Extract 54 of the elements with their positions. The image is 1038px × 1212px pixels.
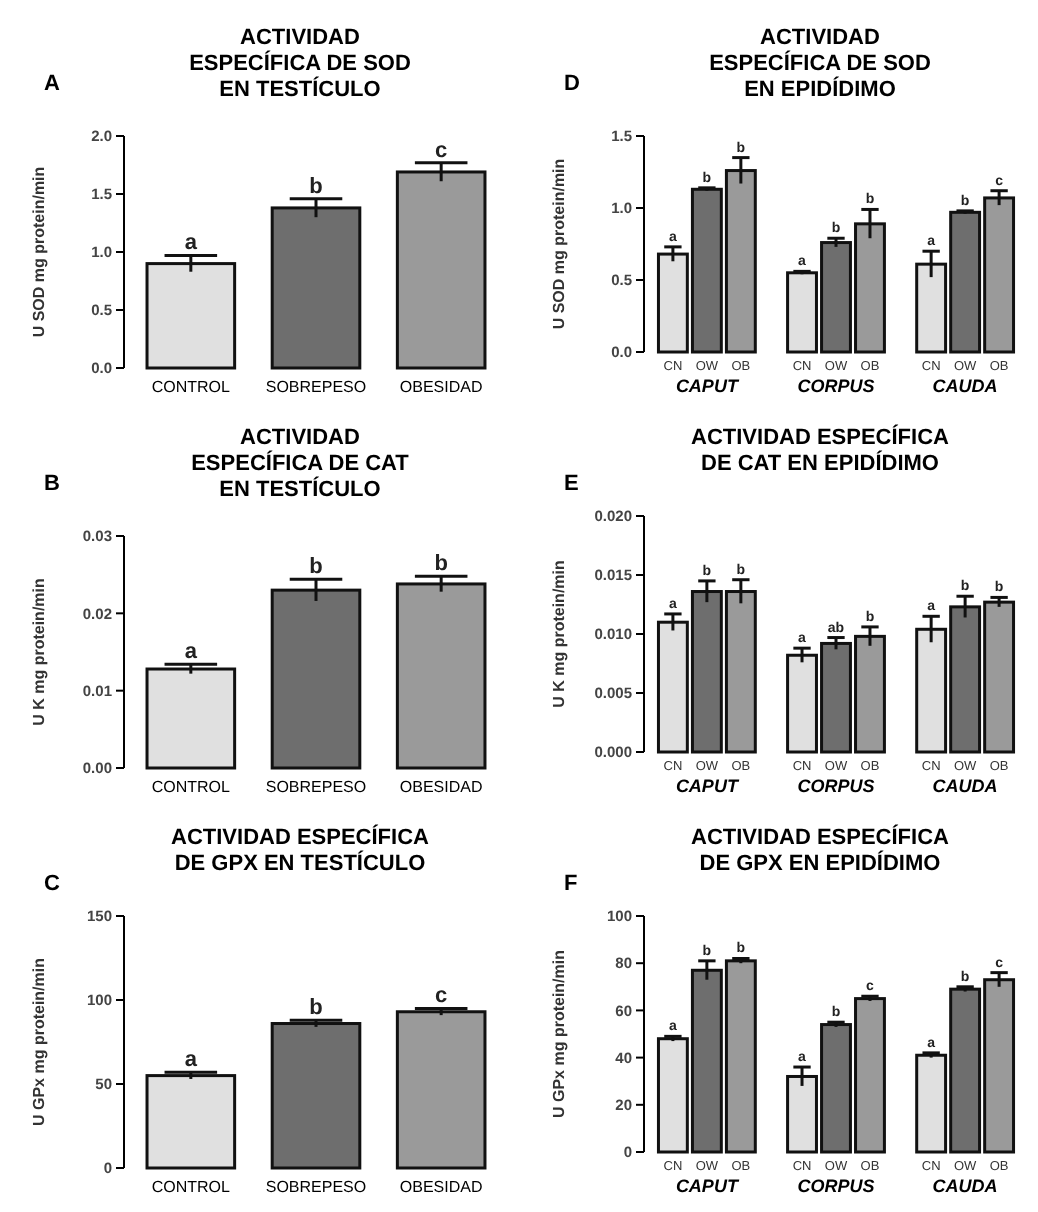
bar xyxy=(395,582,487,770)
x-tick-label: SOBREPESO xyxy=(265,1178,367,1196)
text: C xyxy=(44,872,60,896)
y-axis-title: U SOD mg protein/min xyxy=(550,158,568,330)
text: B xyxy=(44,472,60,496)
bar xyxy=(145,262,237,370)
y-axis-title: U K mg protein/min xyxy=(30,578,48,726)
bar xyxy=(395,170,487,370)
y-axis-title: U GPx mg protein/min xyxy=(30,957,48,1127)
text: D xyxy=(564,72,580,96)
data-label: b xyxy=(434,552,449,577)
x-tick-label: SOBREPESO xyxy=(265,778,367,796)
data-label: b xyxy=(309,174,324,199)
x-tick-label: OBESIDAD xyxy=(399,778,483,796)
x-tick-label: CAPUT xyxy=(675,776,741,796)
data-label: b xyxy=(309,996,324,1021)
x-tick-label: CAPUT xyxy=(675,376,741,396)
bar xyxy=(270,206,362,370)
data-label: c xyxy=(435,984,448,1009)
x-tick-label: CORPUS xyxy=(797,1176,875,1196)
chart-title: ACTIVIDAD ESPECÍFICA DE GPX EN EPIDÍDIMO xyxy=(691,824,950,876)
chart-title: ACTIVIDAD ESPECÍFICA DE GPX EN TESTÍCULO xyxy=(171,824,430,876)
y-axis-title: U K mg protein/min xyxy=(550,560,568,708)
y-axis-title: U GPx mg protein/min xyxy=(550,949,568,1119)
bar xyxy=(270,588,362,770)
x-tick-label: CONTROL xyxy=(151,378,232,396)
bar xyxy=(270,1022,362,1170)
data-label: a xyxy=(184,640,199,665)
y-axis-title: U SOD mg protein/min xyxy=(30,166,48,338)
x-tick-label: CORPUS xyxy=(797,776,875,796)
bar xyxy=(145,1074,237,1170)
x-tick-label: CONTROL xyxy=(151,778,232,796)
text: F xyxy=(564,872,578,896)
bar xyxy=(395,1010,487,1170)
text: A xyxy=(44,72,60,96)
x-tick-label: CAUDA xyxy=(932,1176,998,1196)
bar xyxy=(145,667,237,770)
x-tick-label: OBESIDAD xyxy=(399,1178,483,1196)
x-tick-label: OBESIDAD xyxy=(399,378,483,396)
data-label: a xyxy=(184,1048,199,1073)
x-tick-label: CORPUS xyxy=(797,376,875,396)
data-label: c xyxy=(435,138,448,163)
x-tick-label: CAPUT xyxy=(675,1176,741,1196)
data-label: a xyxy=(184,231,199,256)
chart-title: ACTIVIDAD ESPECÍFICA DE CAT EN EPIDÍDIMO xyxy=(691,424,950,476)
x-tick-label: CAUDA xyxy=(932,376,998,396)
text: E xyxy=(564,472,579,496)
x-tick-label: CONTROL xyxy=(151,1178,232,1196)
x-tick-label: SOBREPESO xyxy=(265,378,367,396)
chart-title: ACTIVIDAD ESPECÍFICA DE CAT EN TESTÍCULO xyxy=(191,426,410,502)
data-label: b xyxy=(309,555,324,580)
x-tick-label: CAUDA xyxy=(932,776,998,796)
chart-title: ACTIVIDAD ESPECÍFICA DE SOD EN EPIDÍDIMO xyxy=(709,26,931,102)
chart-title: ACTIVIDAD ESPECÍFICA DE SOD EN TESTÍCULO xyxy=(189,26,411,102)
